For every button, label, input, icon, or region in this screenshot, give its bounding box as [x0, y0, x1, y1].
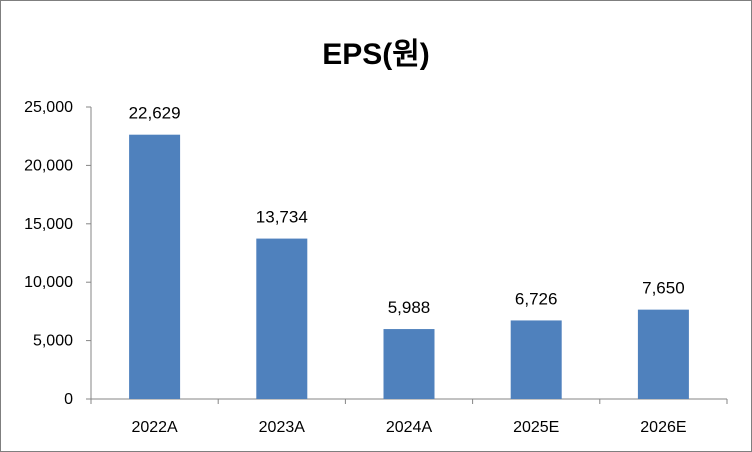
y-tick-label: 0 — [64, 391, 73, 408]
x-tick-label: 2026E — [640, 419, 686, 436]
y-tick-label: 5,000 — [33, 333, 73, 350]
bar-2023A — [256, 238, 308, 399]
x-tick-label: 2023A — [259, 419, 306, 436]
data-labels: 22,629 13,734 5,988 6,726 7,650 — [129, 104, 685, 317]
x-tick-label: 2025E — [513, 419, 559, 436]
data-label: 13,734 — [256, 208, 308, 227]
bars — [129, 134, 689, 399]
chart-title: EPS(원) — [322, 38, 430, 71]
data-label: 5,988 — [388, 298, 431, 317]
data-label: 7,650 — [642, 279, 685, 298]
bar-2022A — [129, 134, 181, 399]
y-tick-label: 15,000 — [24, 216, 73, 233]
bar-2024A — [383, 329, 435, 399]
y-tick-label: 25,000 — [24, 99, 73, 116]
y-tick-label: 10,000 — [24, 274, 73, 291]
data-label: 22,629 — [129, 104, 181, 123]
x-tick-label: 2024A — [386, 419, 433, 436]
y-tick-label: 20,000 — [24, 157, 73, 174]
bar-2026E — [637, 309, 689, 399]
data-label: 6,726 — [515, 289, 558, 308]
x-axis: 2022A 2023A 2024A 2025E 2026E — [90, 398, 728, 436]
bar-2025E — [510, 320, 562, 399]
y-axis: 0 5,000 10,000 15,000 20,000 25,000 — [24, 99, 92, 408]
x-tick-label: 2022A — [131, 419, 178, 436]
